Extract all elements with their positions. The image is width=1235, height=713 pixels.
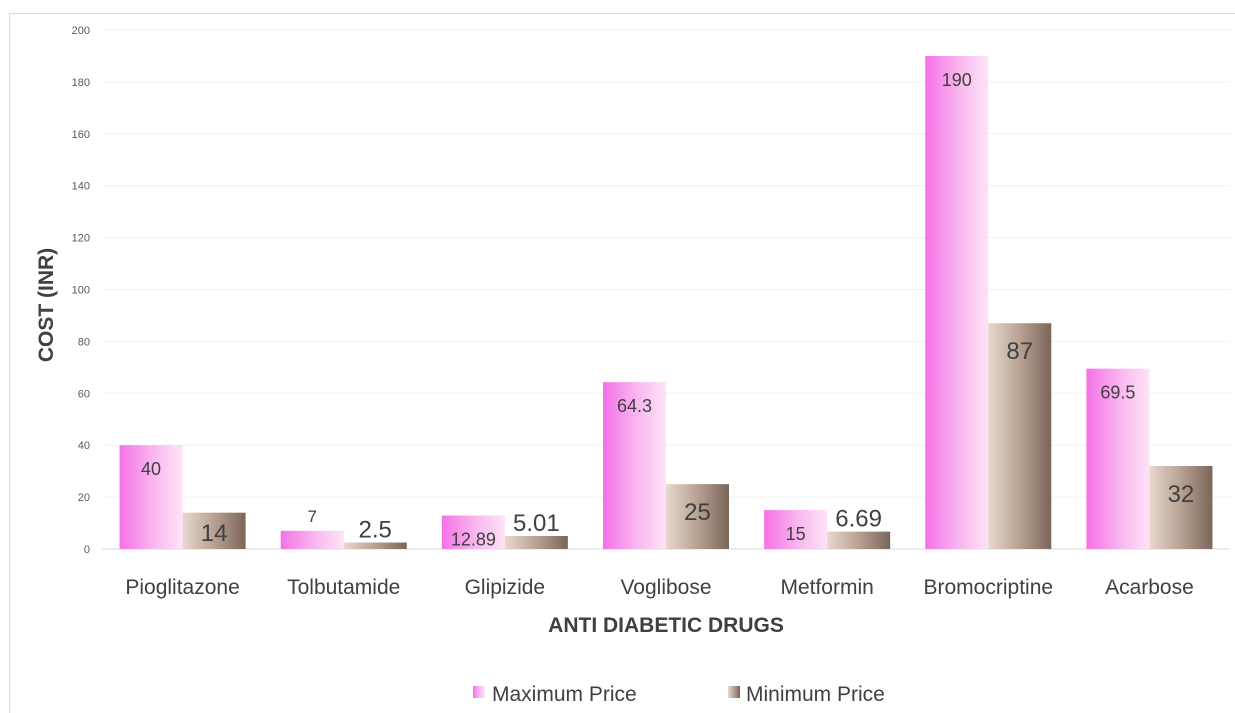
y-tick-label: 200 (72, 25, 90, 37)
bar-max-price (280, 530, 344, 549)
bar-max-price (441, 515, 505, 549)
data-label-min-price: 32 (1168, 481, 1195, 508)
data-label-max-price: 12.89 (451, 530, 496, 550)
data-label-max-price: 190 (942, 70, 972, 90)
bar-max-price (1086, 368, 1150, 549)
bar-min-price (988, 323, 1052, 549)
bar-min-price (1149, 465, 1213, 549)
bar-max-price (925, 55, 989, 549)
legend-swatch-min (728, 686, 740, 698)
data-label-max-price: 64.3 (617, 396, 652, 416)
data-label-min-price: 6.69 (835, 506, 882, 533)
x-axis-title: ANTI DIABETIC DRUGS (548, 614, 784, 637)
bar-max-price (764, 510, 828, 549)
y-axis-ticks: 0 20 40 60 80 100 120 140 160 180 200 (72, 25, 90, 556)
data-label-min-price: 5.01 (513, 510, 560, 537)
bar-max-price (119, 445, 183, 549)
bar-min-price (504, 535, 568, 549)
data-label-max-price: 7 (307, 507, 316, 526)
data-labels: 40 14 7 2.5 12.89 5.01 64.3 25 15 6.69 190 87 69.5 32 (141, 70, 1194, 550)
bar-min-price (343, 542, 407, 549)
data-label-max-price: 69.5 (1100, 383, 1135, 403)
chart-frame (9, 13, 1235, 713)
category-label: Metformin (780, 576, 873, 599)
data-label-min-price: 87 (1006, 338, 1033, 365)
y-tick-label: 0 (84, 544, 90, 556)
category-label: Pioglitazone (125, 576, 239, 599)
bar-max-price (603, 382, 666, 549)
y-axis-title: COST (INR) (35, 248, 58, 362)
bar-min-price (827, 531, 891, 549)
category-label: Glipizide (465, 576, 546, 599)
data-label-max-price: 40 (141, 459, 161, 479)
category-label: Tolbutamide (287, 576, 400, 599)
y-tick-label: 60 (78, 388, 90, 400)
data-label-max-price: 15 (786, 524, 806, 544)
data-label-min-price: 25 (684, 499, 711, 526)
bar-min-price (182, 512, 246, 549)
bars (119, 55, 1213, 549)
data-label-min-price: 2.5 (359, 517, 392, 544)
y-tick-label: 100 (72, 285, 90, 297)
category-label: Voglibose (620, 576, 711, 599)
legend: Maximum Price Minimum Price (473, 683, 885, 702)
legend-swatch-max (473, 686, 485, 698)
y-tick-label: 20 (78, 492, 90, 504)
y-tick-label: 40 (78, 440, 90, 452)
category-label: Acarbose (1105, 576, 1194, 599)
y-tick-label: 180 (72, 77, 90, 89)
bar-min-price (666, 484, 729, 549)
y-tick-label: 80 (78, 336, 90, 348)
category-label: Bromocriptine (924, 576, 1054, 599)
y-tick-label: 140 (72, 181, 90, 193)
x-axis-categories: Pioglitazone Tolbutamide Glipizide Voglibos… (125, 576, 1193, 599)
y-tick-label: 120 (72, 233, 90, 245)
data-label-min-price: 14 (201, 520, 228, 547)
y-tick-label: 160 (72, 129, 90, 141)
legend-label-min: Minimum Price (746, 683, 885, 702)
legend-label-max: Maximum Price (492, 683, 637, 702)
